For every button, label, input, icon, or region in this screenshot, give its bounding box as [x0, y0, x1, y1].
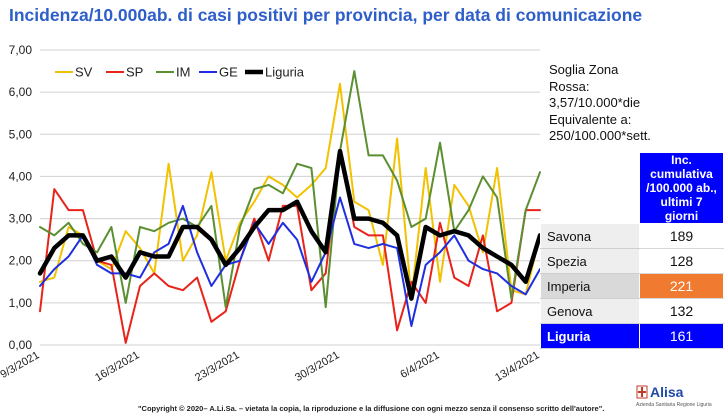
alisa-logo-text: Alisa [650, 384, 684, 400]
y-tick-label: 7,00 [9, 43, 33, 57]
province-value: 132 [639, 298, 724, 324]
threshold-note-line: Soglia Zona [549, 62, 619, 77]
province-name: Imperia [540, 273, 640, 299]
x-tick-label: 30/3/2021 [293, 349, 341, 384]
x-tick-label: 16/3/2021 [93, 349, 141, 384]
legend-label: SV [75, 65, 93, 80]
x-tick-label: 6/4/2021 [398, 349, 441, 381]
y-tick-label: 2,00 [9, 254, 33, 268]
x-tick-label: 13/4/2021 [493, 349, 541, 384]
table-row: Spezia 128 [540, 248, 724, 274]
province-value: 221 [639, 273, 724, 299]
table-row: Genova 132 [540, 298, 724, 324]
series-line-liguria [37, 148, 543, 301]
y-tick-label: 3,00 [9, 212, 33, 226]
y-tick-label: 4,00 [9, 169, 33, 183]
region-name: Liguria [540, 323, 640, 349]
series-line-im [39, 70, 541, 309]
table-header: Inc. cumulativa /100.000 ab., ultimi 7 g… [639, 152, 724, 224]
y-tick-label: 6,00 [9, 85, 33, 99]
province-value: 128 [639, 248, 724, 274]
y-tick-label: 5,00 [9, 127, 33, 141]
chart-title: Incidenza/10.000ab. di casi positivi per… [9, 5, 643, 25]
legend-label: IM [176, 65, 190, 80]
region-value: 161 [639, 323, 724, 349]
alisa-logo-subtitle: Azienda Sanitaria Regione Liguria [636, 402, 712, 408]
province-name: Spezia [540, 248, 640, 274]
province-name: Genova [540, 298, 640, 324]
legend-label: Liguria [265, 65, 305, 80]
y-tick-label: 1,00 [9, 296, 33, 310]
table-row-total: Liguria 161 [540, 323, 724, 349]
series-line-sv [39, 82, 541, 300]
table-corner [540, 152, 640, 224]
threshold-note-line: Equivalente a: [549, 111, 632, 127]
threshold-note-line: 3,57/10.000*die [549, 95, 641, 111]
copyright-footer: "Copyright © 2020– A.Li.Sa. – vietata la… [138, 404, 605, 413]
threshold-note-line: 250/100.000*sett. [549, 128, 651, 144]
table-row: Savona 189 [540, 223, 724, 249]
x-tick-label: 9/3/2021 [0, 349, 42, 381]
y-tick-label: 0,00 [9, 338, 33, 352]
province-name: Savona [540, 223, 640, 249]
x-tick-label: 23/3/2021 [193, 349, 241, 384]
alisa-logo-icon [636, 385, 648, 399]
threshold-note-line: Rossa: [549, 78, 590, 94]
table-row-highlighted: Imperia 221 [540, 273, 724, 299]
threshold-note: Soglia Zona Rossa: 3,57/10.000*die Equiv… [549, 62, 727, 145]
province-value: 189 [639, 223, 724, 249]
incidence-table: Inc. cumulativa /100.000 ab., ultimi 7 g… [540, 152, 724, 349]
legend-label: GE [219, 65, 238, 80]
legend-label: SP [126, 65, 143, 80]
